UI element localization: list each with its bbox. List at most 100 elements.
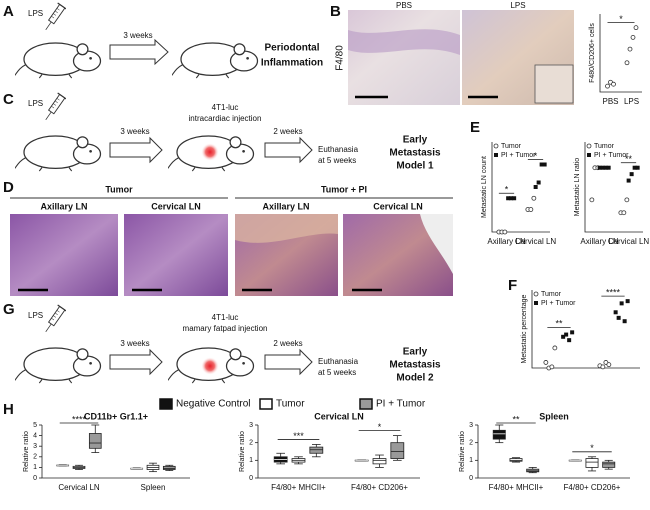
data-point <box>543 360 549 365</box>
x-tick-label: F4/80+ CD206+ <box>351 483 408 492</box>
data-point <box>625 299 630 304</box>
x-tick-label: F4/80+ MHCII+ <box>271 483 326 492</box>
endpoint-label: Euthanasia <box>318 357 359 366</box>
model-label: Early <box>403 135 428 146</box>
y-axis-label: Relative ratio <box>239 431 246 472</box>
group-label: Tumor + PI <box>321 184 367 194</box>
legend-label: Tumor <box>276 399 305 410</box>
y-tick-label: 3 <box>249 422 253 429</box>
significance-label: ** <box>512 414 520 424</box>
lps-label: LPS <box>28 311 43 320</box>
data-point <box>606 362 612 368</box>
endpoint-label: Euthanasia <box>318 145 359 154</box>
model-label: Metastasis <box>389 148 441 159</box>
data-point <box>622 319 627 324</box>
panel-label: B <box>330 3 341 20</box>
y-axis-label: Metastatic LN ratio <box>574 158 581 216</box>
data-point <box>528 207 534 212</box>
y-axis-label: F480/CD206+ cells <box>589 23 596 83</box>
axis <box>584 142 643 233</box>
data-point <box>633 25 639 31</box>
data-point <box>606 165 611 170</box>
data-point <box>635 165 640 170</box>
data-point <box>549 364 555 370</box>
image-label: LPS <box>510 1 525 10</box>
legend-marker <box>494 153 498 157</box>
data-point <box>621 210 627 216</box>
data-point <box>627 46 633 52</box>
data-point <box>600 165 605 170</box>
significance-label: **** <box>72 414 87 424</box>
data-point <box>542 162 547 167</box>
data-point <box>552 345 558 351</box>
significance-label: ** <box>555 319 563 329</box>
data-point <box>603 165 608 170</box>
x-tick-label: Spleen <box>141 483 166 492</box>
micrograph <box>10 214 118 296</box>
legend-swatch <box>359 398 373 410</box>
result-label: Periodontal <box>264 43 319 54</box>
lps-label: LPS <box>28 99 43 108</box>
image-label: Cervical LN <box>151 201 201 211</box>
data-point <box>600 364 606 370</box>
panel-label: C <box>3 91 14 108</box>
data-point <box>512 196 517 201</box>
legend-label: Tumor <box>594 143 615 150</box>
chart-title: Cervical LN <box>314 411 364 421</box>
y-axis-label: Relative ratio <box>23 431 30 472</box>
box <box>390 442 405 459</box>
box <box>309 446 324 454</box>
data-point <box>561 334 566 339</box>
data-point <box>533 185 538 189</box>
chart-title: CD11b+ Gr1.1+ <box>84 411 148 421</box>
data-point <box>502 229 508 235</box>
data-point <box>630 35 636 40</box>
arrow <box>264 136 313 164</box>
data-point <box>624 197 630 203</box>
syringe-icon <box>42 304 66 336</box>
y-axis-label: Metastatic LN count <box>481 156 488 218</box>
panel-label: D <box>3 179 14 196</box>
tissue-layer <box>348 29 460 55</box>
legend-marker <box>493 143 499 149</box>
endpoint-label: at 5 weeks <box>318 368 356 377</box>
legend-marker <box>587 153 591 157</box>
model-label: Model 1 <box>396 161 434 172</box>
significance-label: * <box>619 14 623 24</box>
x-tick-label: Axillary LN <box>580 237 618 246</box>
x-tick-label: F4/80+ CD206+ <box>564 483 621 492</box>
arrow-label: 3 weeks <box>120 127 149 136</box>
box <box>88 433 102 449</box>
data-point <box>509 196 514 201</box>
data-point <box>626 178 631 183</box>
significance-label: * <box>590 443 594 453</box>
y-axis-label: Relative ratio <box>459 431 466 472</box>
model-label: Model 2 <box>396 373 434 384</box>
legend-label: PI + Tumor <box>376 399 426 410</box>
panel-label: F <box>508 277 517 294</box>
data-point <box>624 60 630 66</box>
panel-label: A <box>3 3 14 20</box>
x-tick-label: Cervical LN <box>515 237 557 246</box>
x-tick-label: LPS <box>624 97 639 106</box>
axis <box>41 425 190 479</box>
data-point <box>564 332 569 337</box>
legend-marker <box>586 143 592 149</box>
injection-label: 4T1-luc <box>212 103 239 112</box>
x-tick-label: Cervical LN <box>58 483 100 492</box>
model-label: Early <box>403 347 428 358</box>
legend-label: PI + Tumor <box>594 152 629 159</box>
axis <box>599 14 642 93</box>
image-label: Axillary LN <box>262 201 309 211</box>
legend-marker <box>534 301 538 305</box>
x-tick-label: Cervical LN <box>608 237 650 246</box>
y-tick-label: 1 <box>33 464 37 471</box>
legend-label: Tumor <box>501 143 522 150</box>
tissue-edge <box>420 214 453 274</box>
arrow-label: 3 weeks <box>123 31 152 40</box>
axis <box>491 142 550 233</box>
x-tick-label: PBS <box>602 97 618 106</box>
arrow <box>109 38 169 66</box>
